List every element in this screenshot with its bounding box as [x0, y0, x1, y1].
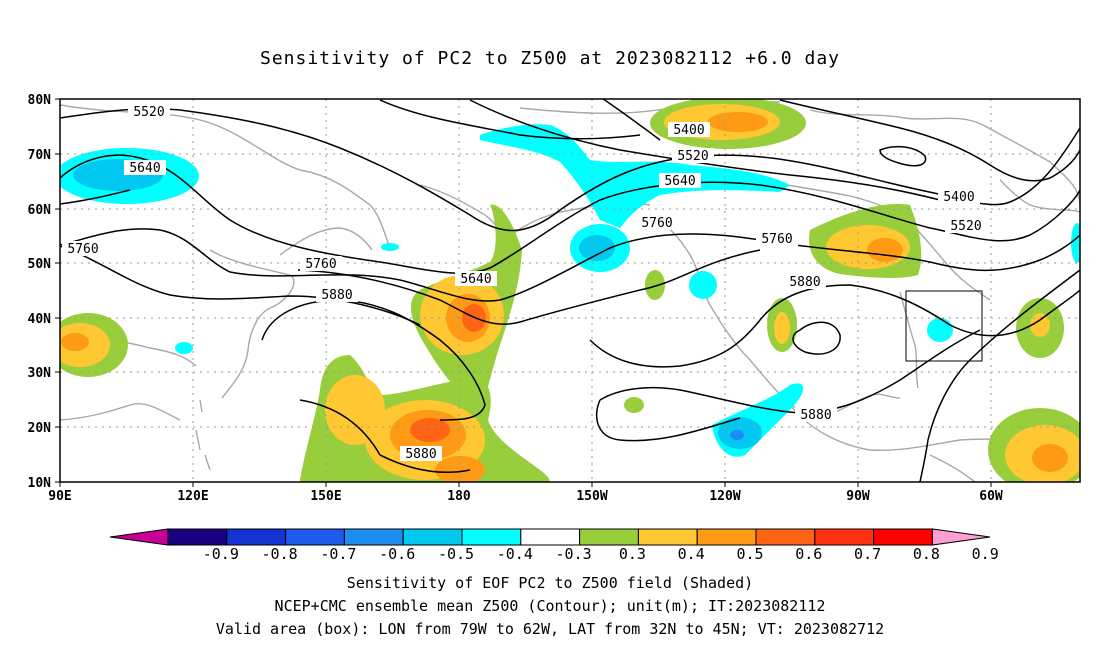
colorbar-tick-label: 0.7: [854, 545, 881, 563]
caption-line-3: Valid area (box): LON from 79W to 62W, L…: [215, 620, 885, 638]
contour-label-5880-mw: 5880: [321, 288, 352, 303]
colorbar-swatch: [755, 528, 816, 546]
colorbar-swatch: [873, 528, 933, 546]
colorbar-tick-label: -0.8: [262, 545, 298, 563]
lon-label: 90E: [48, 489, 71, 504]
colorbar-swatch: [402, 528, 463, 546]
lat-label: 70N: [28, 148, 52, 163]
contour-label-5400-e: 5400: [943, 190, 974, 205]
lon-label: 150E: [310, 489, 341, 504]
lon-label: 120W: [709, 489, 740, 504]
colorbar-tick-label: -0.6: [379, 545, 415, 563]
colorbar-tick-label: 0.8: [913, 545, 940, 563]
colorbar-swatch: [226, 528, 287, 546]
lon-label: 60W: [979, 489, 1003, 504]
lat-label: 10N: [28, 476, 52, 491]
colorbar-tick-label: 0.4: [678, 545, 705, 563]
contour-label-5520-e: 5520: [950, 219, 981, 234]
lon-label: 150W: [576, 489, 607, 504]
colorbar-swatch: [637, 528, 698, 546]
lon-label: 90W: [846, 489, 870, 504]
lat-label: 80N: [28, 93, 52, 108]
latitude-labels: 80N 70N 60N 50N 40N 30N 20N 10N: [28, 93, 52, 491]
contour-labels: 5520 5640 5760 5760 5880 5640 5400 5520 …: [62, 104, 987, 462]
contour-label-5640-w: 5640: [129, 161, 160, 176]
lat-label: 40N: [28, 312, 52, 327]
contour-label-5880-south: 5880: [800, 408, 831, 423]
colorbar-tick-label: 0.9: [972, 545, 999, 563]
colorbar-swatch: [343, 528, 404, 546]
colorbar-swatch: [520, 528, 581, 546]
colorbar-tick-label: -0.4: [497, 545, 533, 563]
lat-label: 20N: [28, 421, 52, 436]
valid-area-box: [905, 290, 983, 362]
colorbar-swatch: [285, 528, 345, 546]
axis-ticks: [55, 98, 992, 487]
colorbar-tick-label: 0.3: [619, 545, 646, 563]
lat-lon-grid: [60, 99, 1080, 482]
map-plot-area: 5520 5640 5760 5760 5880 5640 5400 5520 …: [60, 99, 1080, 482]
map-title: Sensitivity of PC2 to Z500 at 2023082112…: [259, 48, 840, 69]
colorbar-swatch: [579, 528, 639, 546]
caption-line-1: Sensitivity of EOF PC2 to Z500 field (Sh…: [346, 574, 754, 592]
colorbar-right-arrow: [931, 528, 991, 546]
contour-label-5880-na: 5880: [789, 275, 820, 290]
colorbar-swatch: [696, 528, 757, 546]
colorbar-swatch: [814, 528, 875, 546]
lat-label: 30N: [28, 366, 52, 381]
colorbar-tick-label: -0.7: [320, 545, 356, 563]
caption-line-2: NCEP+CMC ensemble mean Z500 (Contour); u…: [274, 597, 826, 615]
contour-label-5400-np: 5400: [673, 123, 704, 138]
lon-label: 180: [447, 489, 471, 504]
lat-label: 50N: [28, 257, 52, 272]
colorbar: -0.9 -0.8 -0.7 -0.6 -0.5 -0.4 -0.3 0.3 0.4 0.5 0.6…: [109, 528, 999, 563]
colorbar-swatch: [167, 528, 228, 546]
colorbar-tick-label: -0.5: [438, 545, 474, 563]
contour-label-5520-np: 5520: [677, 149, 708, 164]
contour-label-5760-mw: 5760: [305, 257, 336, 272]
longitude-labels: 90E 120E 150E 180 150W 120W 90W 60W: [48, 489, 1003, 504]
sensitivity-shading: [60, 99, 1080, 482]
colorbar-left-arrow: [109, 528, 169, 546]
lon-label: 120E: [177, 489, 208, 504]
contour-label-5880-central: 5880: [405, 447, 436, 462]
contour-label-5760-w: 5760: [67, 242, 98, 257]
contour-label-5760-np: 5760: [641, 216, 672, 231]
contour-label-5760-na: 5760: [761, 232, 792, 247]
map-frame: [59, 98, 1081, 483]
lat-label: 60N: [28, 203, 52, 218]
colorbar-tick-label: -0.9: [203, 545, 239, 563]
contour-label-5640-dateline: 5640: [460, 272, 491, 287]
colorbar-tick-label: 0.5: [736, 545, 763, 563]
colorbar-tick-label: -0.3: [556, 545, 592, 563]
contour-label-5640-np: 5640: [664, 174, 695, 189]
contour-label-5520-w: 5520: [133, 105, 164, 120]
colorbar-swatch: [461, 528, 522, 546]
colorbar-tick-label: 0.6: [795, 545, 822, 563]
